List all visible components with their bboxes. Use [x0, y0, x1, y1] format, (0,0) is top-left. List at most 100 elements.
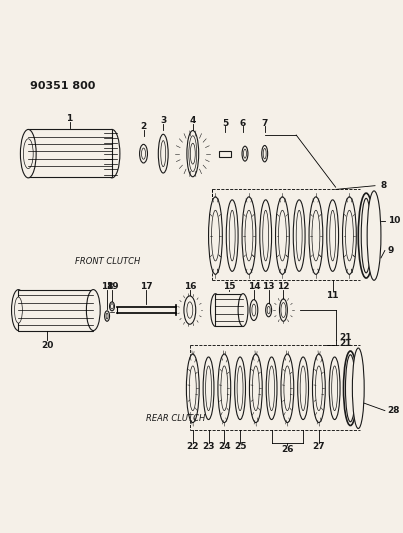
Ellipse shape	[266, 357, 277, 419]
Text: 28: 28	[387, 406, 399, 415]
Ellipse shape	[262, 146, 268, 162]
Ellipse shape	[237, 366, 243, 410]
Text: 11: 11	[326, 290, 339, 300]
Text: 16: 16	[184, 282, 196, 290]
Ellipse shape	[298, 357, 309, 419]
Text: 2: 2	[140, 123, 147, 131]
Text: 9: 9	[388, 246, 394, 255]
Ellipse shape	[187, 131, 199, 177]
Text: 5: 5	[222, 119, 229, 127]
Text: 23: 23	[202, 442, 215, 451]
Ellipse shape	[293, 200, 305, 271]
Ellipse shape	[367, 191, 381, 280]
Ellipse shape	[212, 210, 219, 261]
Ellipse shape	[300, 366, 306, 410]
Ellipse shape	[23, 139, 33, 168]
Ellipse shape	[250, 300, 258, 320]
Ellipse shape	[245, 210, 253, 261]
Ellipse shape	[158, 134, 168, 173]
Text: 26: 26	[281, 445, 294, 454]
Ellipse shape	[106, 313, 108, 319]
Text: 13: 13	[262, 282, 275, 290]
Text: 12: 12	[277, 282, 290, 290]
Ellipse shape	[139, 144, 147, 163]
Text: 25: 25	[234, 442, 246, 451]
Ellipse shape	[184, 296, 196, 324]
Ellipse shape	[243, 149, 247, 158]
Ellipse shape	[343, 197, 356, 274]
Ellipse shape	[312, 210, 320, 261]
Ellipse shape	[316, 366, 322, 410]
Ellipse shape	[358, 193, 374, 278]
Ellipse shape	[104, 130, 120, 178]
Text: 21: 21	[340, 333, 352, 342]
Ellipse shape	[345, 355, 355, 422]
Text: 24: 24	[218, 442, 231, 451]
Ellipse shape	[345, 210, 353, 261]
Ellipse shape	[105, 311, 110, 321]
Ellipse shape	[86, 289, 100, 330]
Ellipse shape	[330, 210, 336, 261]
Text: 18: 18	[101, 282, 113, 290]
Text: REAR CLUTCH: REAR CLUTCH	[146, 414, 206, 423]
Text: 14: 14	[247, 282, 260, 290]
Ellipse shape	[279, 299, 287, 321]
Ellipse shape	[281, 354, 294, 423]
Ellipse shape	[269, 366, 274, 410]
Ellipse shape	[263, 149, 266, 159]
Text: 3: 3	[160, 116, 166, 125]
Ellipse shape	[238, 294, 248, 326]
Ellipse shape	[161, 141, 166, 167]
Ellipse shape	[361, 198, 371, 273]
Bar	[28, 129, 112, 177]
Ellipse shape	[189, 366, 196, 410]
Text: 6: 6	[240, 119, 246, 127]
Ellipse shape	[312, 354, 325, 423]
Ellipse shape	[249, 354, 262, 423]
Ellipse shape	[266, 303, 272, 317]
Ellipse shape	[229, 210, 235, 261]
Ellipse shape	[252, 304, 256, 316]
Ellipse shape	[15, 297, 22, 323]
Ellipse shape	[332, 366, 338, 410]
Text: 21: 21	[340, 339, 352, 348]
Ellipse shape	[309, 197, 323, 274]
Text: 20: 20	[41, 341, 53, 350]
Ellipse shape	[263, 210, 269, 261]
Text: 22: 22	[187, 442, 199, 451]
Bar	[219, 151, 231, 157]
Text: 7: 7	[262, 119, 268, 127]
Ellipse shape	[206, 366, 212, 410]
Text: 15: 15	[223, 282, 235, 290]
Ellipse shape	[327, 200, 339, 271]
Bar	[216, 294, 243, 326]
Ellipse shape	[141, 148, 145, 159]
Text: 19: 19	[106, 282, 118, 290]
Ellipse shape	[329, 357, 340, 419]
Ellipse shape	[218, 354, 231, 423]
Ellipse shape	[226, 200, 238, 271]
Ellipse shape	[284, 366, 291, 410]
Text: 4: 4	[189, 116, 196, 125]
Ellipse shape	[210, 294, 220, 326]
Ellipse shape	[203, 357, 214, 419]
Ellipse shape	[189, 136, 197, 172]
Text: FRONT CLUTCH: FRONT CLUTCH	[75, 257, 140, 266]
Ellipse shape	[242, 146, 248, 161]
Ellipse shape	[12, 289, 25, 330]
Ellipse shape	[278, 210, 287, 261]
Ellipse shape	[208, 197, 222, 274]
Ellipse shape	[21, 130, 36, 178]
Ellipse shape	[252, 366, 259, 410]
Ellipse shape	[267, 306, 270, 314]
Ellipse shape	[276, 197, 289, 274]
Bar	[19, 290, 93, 331]
Ellipse shape	[242, 197, 256, 274]
Ellipse shape	[343, 351, 357, 425]
Text: 1: 1	[66, 114, 73, 123]
Text: 17: 17	[140, 282, 153, 290]
Ellipse shape	[296, 210, 302, 261]
Ellipse shape	[110, 302, 114, 311]
Ellipse shape	[186, 354, 199, 423]
Ellipse shape	[110, 304, 114, 309]
